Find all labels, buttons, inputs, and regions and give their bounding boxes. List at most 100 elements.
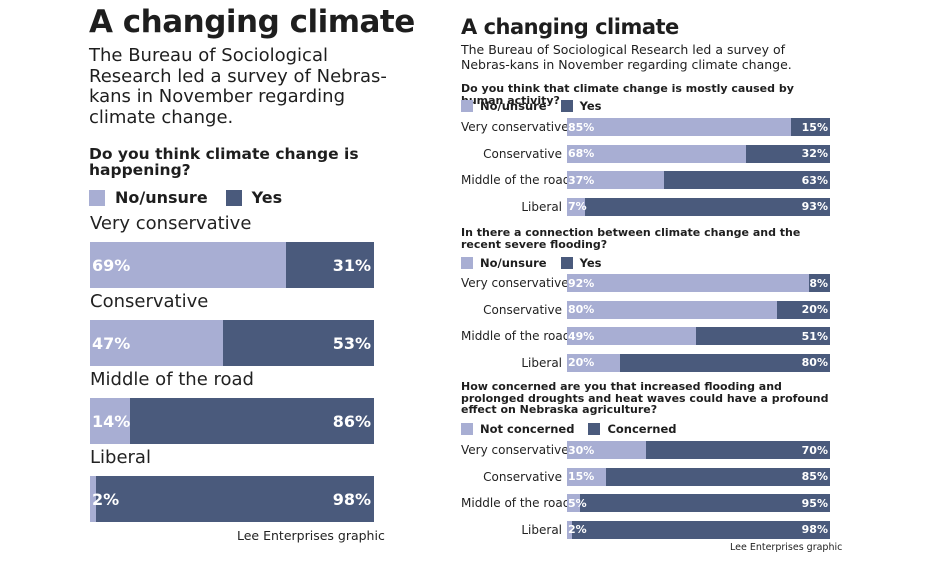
bar-segment-concerned — [580, 494, 830, 512]
bar-segment-no-unsure — [567, 171, 664, 189]
bar-segment-yes — [130, 398, 374, 444]
value-label-no-unsure: 68% — [568, 147, 595, 160]
bar-segment-yes — [585, 197, 830, 216]
value-label-yes: 15% — [801, 120, 828, 134]
value-label-not-concerned: 15% — [568, 470, 595, 483]
bar-segment-no-unsure — [567, 274, 809, 292]
row-label-conservative: Conservative — [483, 302, 562, 317]
value-label-yes: 80% — [801, 356, 828, 369]
value-label-concerned: 98% — [801, 523, 828, 536]
bar-segment-yes — [96, 476, 374, 522]
bar-conservative: 47% 53% — [90, 320, 374, 366]
bar-segment-no-unsure — [90, 398, 130, 444]
legend-no-unsure: No/unsure — [480, 256, 547, 270]
no-unsure-swatch — [461, 257, 473, 269]
value-label-no-unsure: 20% — [568, 356, 595, 369]
value-label-no-unsure: 92% — [568, 276, 595, 290]
row-label-liberal: Liberal — [521, 522, 562, 537]
concerned-swatch — [588, 423, 601, 435]
bar-segment-yes — [620, 353, 830, 372]
value-label-concerned: 95% — [801, 496, 828, 510]
bar-segment-no-unsure — [90, 320, 223, 366]
chart-1-legend: No/unsure Yes — [461, 99, 602, 113]
value-label-no-unsure: 85% — [568, 120, 595, 134]
bar-segment-yes — [777, 300, 830, 319]
legend-concerned: Concerned — [607, 422, 677, 436]
bar-segment-no-unsure — [567, 118, 791, 136]
value-label-no-unsure: 47% — [92, 333, 131, 353]
value-label-no-unsure: 80% — [568, 303, 595, 316]
value-label-yes: 98% — [332, 489, 371, 509]
bar-conservative: 68% 32% — [567, 144, 830, 163]
value-label-yes: 32% — [801, 147, 828, 160]
row-label-middle-of-the-road: Middle of the road — [461, 496, 571, 510]
chart-1-question: Do you think that climate change is most… — [461, 82, 794, 107]
legend-no-unsure: No/unsure — [115, 188, 208, 207]
bar-very-conservative: 92% 8% — [567, 274, 830, 292]
value-label-yes: 20% — [801, 303, 828, 316]
row-label-middle-of-the-road: Middle of the road — [90, 369, 254, 390]
legend-yes: Yes — [579, 99, 602, 113]
row-label-middle-of-the-road: Middle of the road — [461, 329, 571, 343]
row-label-very-conservative: Very conservative — [90, 213, 252, 234]
right-intro: The Bureau of Sociological Research led … — [461, 42, 792, 72]
value-label-not-concerned: 2% — [568, 523, 587, 536]
bar-middle-of-the-road: 5% 95% — [567, 494, 830, 512]
legend-not-concerned: Not concerned — [480, 422, 575, 436]
chart-3-legend: Not concerned Concerned — [461, 422, 676, 436]
legend-yes: Yes — [579, 256, 602, 270]
value-label-yes: 86% — [332, 411, 371, 431]
value-label-yes: 31% — [332, 255, 371, 275]
left-title: A changing climate — [89, 4, 415, 40]
left-chart-question: Do you think climate change is happening… — [89, 145, 359, 180]
bar-middle-of-the-road: 37% 63% — [567, 171, 830, 189]
value-label-concerned: 85% — [801, 470, 828, 483]
chart-2-question: In there a connection between climate ch… — [461, 226, 801, 251]
bar-segment-yes — [223, 320, 374, 366]
bar-segment-not-concerned — [567, 441, 646, 459]
left-legend: No/unsure Yes — [89, 188, 282, 207]
row-label-liberal: Liberal — [521, 199, 562, 214]
bar-segment-not-concerned — [567, 467, 606, 486]
row-label-very-conservative: Very conservative — [461, 276, 569, 290]
value-label-no-unsure: 69% — [92, 255, 131, 275]
value-label-yes: 93% — [801, 200, 828, 213]
legend-yes: Yes — [251, 188, 283, 207]
bar-middle-of-the-road: 14% 86% — [90, 398, 374, 444]
bar-middle-of-the-road: 49% 51% — [567, 327, 830, 345]
bar-segment-yes — [809, 274, 830, 292]
bar-segment-yes — [696, 327, 830, 345]
bar-very-conservative: 69% 31% — [90, 242, 374, 288]
value-label-no-unsure: 37% — [568, 173, 595, 187]
value-label-yes: 53% — [332, 333, 371, 353]
bar-conservative: 15% 85% — [567, 467, 830, 486]
row-label-middle-of-the-road: Middle of the road — [461, 173, 571, 187]
bar-liberal: 2% 98% — [567, 520, 830, 539]
bar-liberal: 2% 98% — [90, 476, 374, 522]
row-label-conservative: Conservative — [90, 291, 209, 312]
yes-swatch — [225, 189, 242, 206]
bar-segment-no-unsure — [567, 327, 696, 345]
chart-3-question: How concerned are you that increased flo… — [461, 380, 829, 417]
bar-very-conservative: 30% 70% — [567, 441, 830, 459]
no-unsure-swatch — [461, 100, 473, 112]
yes-swatch — [560, 257, 573, 269]
left-intro: The Bureau of Sociological Research led … — [89, 45, 387, 129]
value-label-no-unsure: 2% — [92, 489, 120, 509]
bar-conservative: 80% 20% — [567, 300, 830, 319]
bar-segment-yes — [664, 171, 830, 189]
row-label-conservative: Conservative — [483, 146, 562, 161]
value-label-not-concerned: 30% — [568, 443, 595, 457]
legend-no-unsure: No/unsure — [480, 99, 547, 113]
value-label-yes: 63% — [801, 173, 828, 187]
not-concerned-swatch — [461, 423, 473, 435]
bar-segment-concerned — [606, 467, 830, 486]
row-label-very-conservative: Very conservative — [461, 120, 569, 134]
bar-segment-yes — [746, 144, 830, 163]
bar-segment-not-concerned — [567, 494, 580, 512]
bar-segment-no-unsure — [567, 353, 620, 372]
value-label-not-concerned: 5% — [568, 496, 587, 510]
left-credit: Lee Enterprises graphic — [237, 528, 385, 543]
bar-liberal: 20% 80% — [567, 353, 830, 372]
bar-segment-no-unsure — [90, 242, 286, 288]
